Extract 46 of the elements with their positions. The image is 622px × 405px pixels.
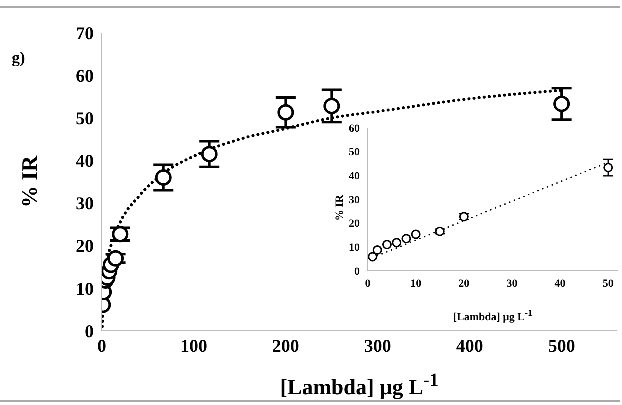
point (604, 163, 614, 173)
x-tick-label: 200 (272, 336, 300, 356)
point (201, 146, 218, 163)
point (382, 240, 392, 250)
point (402, 234, 412, 244)
x-tick-label: 500 (548, 336, 576, 356)
x-tick-label: 300 (364, 336, 392, 356)
text: g) (12, 50, 26, 68)
x-tick-label: 0 (365, 278, 372, 290)
x-tick-label: 50 (602, 278, 614, 290)
y-tick-label: 50 (76, 108, 94, 129)
y-tick-label: 20 (349, 218, 360, 230)
point (278, 104, 294, 121)
y-axis-title: % IR (334, 195, 346, 221)
y-tick-label: 40 (349, 170, 360, 183)
x-tick-label: 100 (180, 336, 208, 356)
point (112, 226, 129, 243)
point (108, 250, 124, 267)
x-tick-label: 0 (98, 336, 106, 356)
point (554, 96, 570, 112)
point (155, 169, 172, 186)
y-tick-label: 30 (349, 194, 360, 206)
y-tick-label: 0 (85, 321, 94, 342)
x-tick-label: 400 (456, 336, 484, 356)
y-axis-title: % IR (17, 156, 43, 208)
x-tick-label: 40 (554, 278, 566, 290)
point (324, 98, 340, 114)
y-tick-label: 20 (76, 236, 94, 256)
y-tick-label: 0 (354, 266, 360, 278)
y-tick-label: 70 (76, 23, 94, 44)
point (411, 230, 421, 240)
x-tick-label: 30 (506, 278, 518, 290)
x-axis-title: [Lambda] μg L$^{-1}$ (279, 370, 440, 400)
point (368, 252, 378, 262)
point (392, 238, 402, 248)
x-tick-label: 10 (410, 278, 422, 290)
y-tick-label: 10 (349, 242, 360, 254)
y-tick-label: 30 (76, 194, 94, 214)
point (372, 246, 382, 256)
y-tick-label: 40 (76, 151, 94, 172)
x-axis-title: [Lambda] μg L$^{-1}$ (452, 308, 534, 324)
point (435, 226, 445, 236)
x-tick-label: 20 (458, 278, 470, 290)
y-tick-label: 60 (76, 66, 94, 86)
y-tick-label: 50 (349, 146, 360, 159)
y-tick-label: 60 (349, 122, 360, 135)
